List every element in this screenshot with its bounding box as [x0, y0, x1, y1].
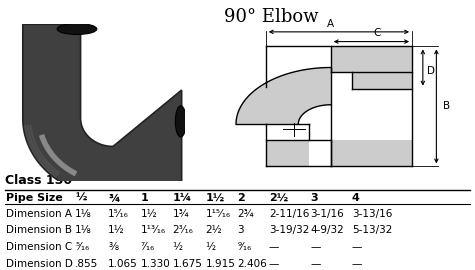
- Text: ⁷⁄₁₆: ⁷⁄₁₆: [141, 242, 155, 252]
- Text: 4-9/32: 4-9/32: [310, 225, 344, 235]
- Text: 1½: 1½: [206, 193, 225, 203]
- Text: Dimension B: Dimension B: [6, 225, 72, 235]
- Text: 5-13/32: 5-13/32: [352, 225, 392, 235]
- Text: 1¾: 1¾: [172, 209, 189, 219]
- Text: 90° Elbow: 90° Elbow: [224, 8, 318, 26]
- Text: 3-19/32: 3-19/32: [269, 225, 309, 235]
- Bar: [331, 46, 412, 72]
- Text: 1½: 1½: [141, 209, 157, 219]
- Text: 1⅛: 1⅛: [75, 209, 92, 219]
- Text: 1½: 1½: [108, 225, 125, 235]
- Text: 2: 2: [238, 193, 245, 203]
- Text: ¾: ¾: [108, 193, 120, 203]
- Text: Class 150: Class 150: [5, 174, 72, 187]
- Polygon shape: [236, 68, 331, 124]
- Text: ⁵⁄₁₆: ⁵⁄₁₆: [75, 242, 89, 252]
- Text: 3-13/16: 3-13/16: [352, 209, 392, 219]
- Text: 1.915: 1.915: [206, 259, 236, 269]
- Text: 2³⁄₁₆: 2³⁄₁₆: [172, 225, 193, 235]
- Text: —: —: [352, 259, 362, 269]
- Text: 3: 3: [238, 225, 244, 235]
- Text: 1¼: 1¼: [172, 193, 192, 203]
- Text: —: —: [310, 259, 321, 269]
- Text: Dimension C: Dimension C: [6, 242, 72, 252]
- Text: .855: .855: [75, 259, 98, 269]
- Text: 4: 4: [352, 193, 360, 203]
- Text: 1.065: 1.065: [108, 259, 138, 269]
- Text: 1.330: 1.330: [141, 259, 171, 269]
- Text: 2¾: 2¾: [238, 209, 254, 219]
- Text: Dimension A: Dimension A: [6, 209, 72, 219]
- Text: 1¹³⁄₁₆: 1¹³⁄₁₆: [141, 225, 166, 235]
- Text: B: B: [443, 101, 450, 112]
- Text: 2.406: 2.406: [238, 259, 267, 269]
- Text: 2½: 2½: [269, 193, 288, 203]
- Text: 2½: 2½: [206, 225, 222, 235]
- Polygon shape: [23, 24, 181, 197]
- Text: ½: ½: [75, 193, 86, 203]
- Text: —: —: [352, 242, 362, 252]
- Bar: [352, 46, 412, 89]
- Text: A: A: [327, 19, 334, 29]
- Text: ⅜: ⅜: [108, 242, 118, 252]
- Text: D: D: [427, 66, 435, 76]
- Ellipse shape: [57, 23, 97, 35]
- Text: ½: ½: [206, 242, 216, 252]
- Text: C: C: [373, 28, 380, 38]
- Text: Dimension D: Dimension D: [6, 259, 73, 269]
- Text: —: —: [269, 242, 279, 252]
- Text: 1⁵⁄₁₆: 1⁵⁄₁₆: [108, 209, 129, 219]
- Text: ⁹⁄₁₆: ⁹⁄₁₆: [238, 242, 252, 252]
- Text: 2-11/16: 2-11/16: [269, 209, 309, 219]
- Ellipse shape: [175, 106, 186, 137]
- Text: 3: 3: [310, 193, 318, 203]
- Bar: [331, 140, 412, 166]
- Text: 1: 1: [141, 193, 148, 203]
- Text: —: —: [269, 259, 279, 269]
- Text: ½: ½: [172, 242, 182, 252]
- Text: Pipe Size: Pipe Size: [6, 193, 63, 203]
- Bar: [266, 140, 309, 166]
- Text: —: —: [310, 242, 321, 252]
- Text: 1.675: 1.675: [172, 259, 202, 269]
- Text: 3-1/16: 3-1/16: [310, 209, 344, 219]
- Text: 1⅛: 1⅛: [75, 225, 92, 235]
- Text: 1¹⁵⁄₁₆: 1¹⁵⁄₁₆: [206, 209, 231, 219]
